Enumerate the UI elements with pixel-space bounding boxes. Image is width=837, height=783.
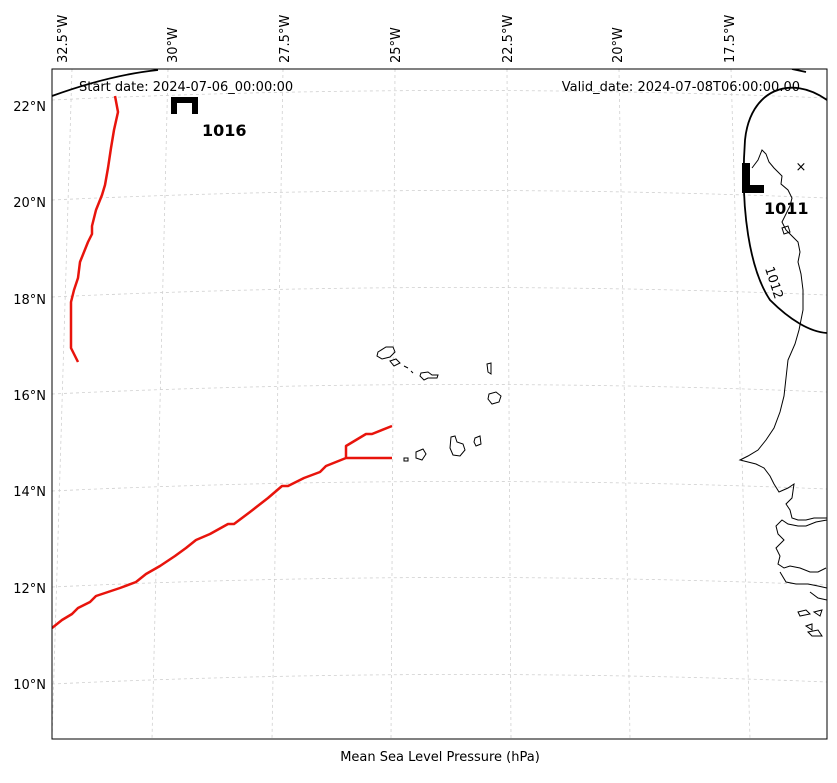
meridian-25w: [390, 69, 396, 739]
low-pressure-value: 1011: [764, 199, 809, 218]
island-santiago: [449, 435, 466, 457]
meridian-20w: [618, 69, 631, 739]
graticule: [52, 69, 827, 739]
lon-label-17-5w: 17.5°W: [723, 15, 738, 63]
lat-label-14n: 14°N: [13, 485, 46, 500]
lon-label-27-5w: 27.5°W: [278, 15, 293, 63]
lat-label-12n: 12°N: [13, 582, 46, 597]
lon-label-22-5w: 22.5°W: [501, 15, 516, 63]
lon-label-30w: 30°W: [166, 27, 181, 63]
lat-label-22n: 22°N: [13, 100, 46, 115]
africa-coast-south: [775, 519, 827, 637]
coast-islet: [781, 225, 791, 235]
parallel-12n: [52, 577, 827, 588]
meridian-32-5w: [52, 69, 73, 739]
isobar-1012-label: 1012: [761, 265, 785, 301]
parallel-18n: [52, 287, 827, 298]
lat-label-18n: 18°N: [13, 293, 46, 308]
lon-label-25w: 25°W: [389, 27, 404, 63]
parallel-20n: [52, 190, 827, 201]
map-caption: Mean Sea Level Pressure (hPa): [340, 750, 540, 765]
lat-label-10n: 10°N: [13, 678, 46, 693]
africa-coast-north: [738, 149, 827, 521]
meridian-17-5w: [730, 69, 751, 739]
front-north: [69, 95, 120, 363]
island-fogo: [415, 448, 427, 461]
island-islet: [410, 370, 414, 374]
meridian-22-5w: [506, 69, 512, 739]
island-boa-vista: [487, 391, 502, 405]
lat-label-16n: 16°N: [13, 389, 46, 404]
front-south: [52, 424, 393, 629]
parallel-14n: [52, 481, 827, 492]
island-santo-antao: [376, 346, 396, 360]
low-pressure-symbol: [742, 163, 764, 193]
map-area: 1012 1016 1011 ×: [52, 69, 827, 739]
island-maio: [473, 435, 482, 447]
longitude-labels: 32.5°W 30°W 27.5°W 25°W 22.5°W 20°W 17.5…: [56, 15, 738, 63]
isobar-high-arc: [52, 69, 159, 97]
low-center-x-marker: ×: [796, 160, 807, 175]
lon-label-32-5w: 32.5°W: [56, 15, 71, 63]
lat-label-20n: 20°N: [13, 196, 46, 211]
high-pressure-symbol: [171, 97, 198, 114]
latitude-labels: 22°N 20°N 18°N 16°N 14°N 12°N 10°N: [13, 100, 46, 693]
meridian-30w: [151, 69, 169, 739]
isobar-1012: [742, 86, 827, 334]
meridian-27-5w: [271, 69, 284, 739]
parallel-22n: [52, 90, 827, 101]
parallel-10n: [52, 674, 827, 685]
island-sao-vicente: [389, 358, 401, 367]
valid-date: Valid_date: 2024-07-08T06:00:00.00: [562, 80, 800, 95]
island-brava: [403, 457, 409, 462]
high-pressure-value: 1016: [202, 121, 247, 140]
island-sao-nicolau: [419, 371, 439, 381]
parallel-16n: [52, 384, 827, 395]
cape-verde-islands: [376, 346, 502, 462]
lon-label-20w: 20°W: [611, 27, 626, 63]
start-date: Start date: 2024-07-06_00:00:00: [79, 80, 293, 95]
island-sal: [486, 362, 492, 375]
island-santa-luzia: [403, 365, 409, 369]
map-frame: [51, 68, 828, 740]
